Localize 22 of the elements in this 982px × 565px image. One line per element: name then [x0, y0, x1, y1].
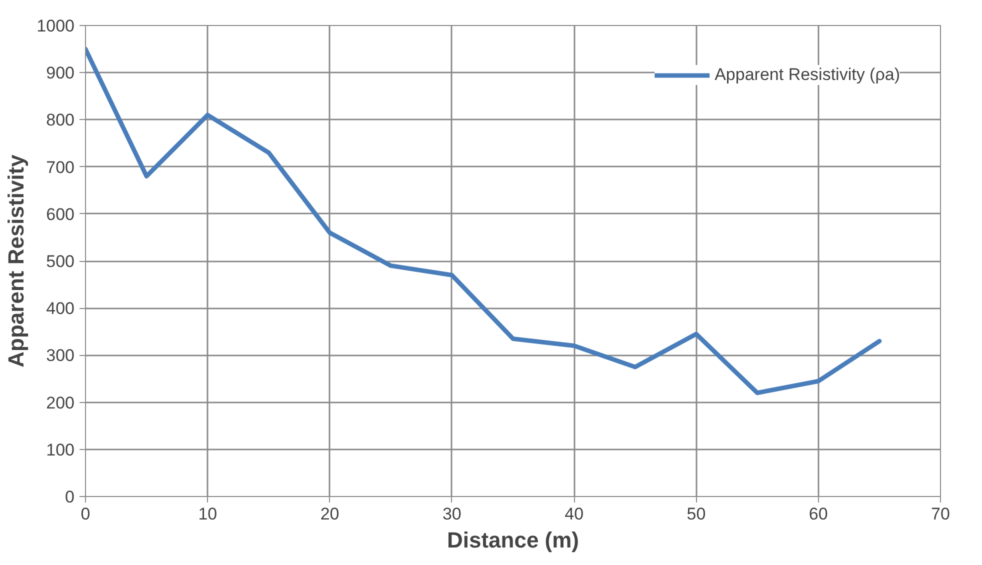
y-tick-label: 200	[46, 393, 75, 412]
y-tick-label: 100	[46, 440, 75, 460]
x-tick-label: 50	[686, 504, 706, 524]
x-tick-label: 70	[931, 504, 950, 524]
y-tick-label: 300	[46, 346, 75, 366]
x-tick-label: 30	[442, 504, 462, 524]
y-tick-label: 800	[46, 110, 75, 130]
y-tick-label: 900	[46, 64, 75, 83]
y-tick-label: 0	[65, 488, 75, 506]
y-axis-title: Apparent Resistivity	[4, 154, 29, 368]
x-tick-label: 20	[320, 504, 340, 524]
x-tick-label: 60	[808, 504, 828, 524]
x-tick-label: 40	[564, 504, 584, 524]
x-tick-label: 0	[80, 504, 90, 524]
y-tick-label: 1000	[36, 16, 75, 36]
y-tick-label: 700	[46, 158, 75, 177]
y-tick-label: 600	[46, 204, 75, 224]
y-tick-label: 500	[46, 252, 75, 271]
x-tick-label: 10	[198, 504, 218, 524]
y-tick-label: 400	[46, 299, 75, 318]
legend-label: Apparent Resistivity (ρa)	[714, 65, 900, 85]
x-axis-title: Distance (m)	[446, 528, 580, 552]
